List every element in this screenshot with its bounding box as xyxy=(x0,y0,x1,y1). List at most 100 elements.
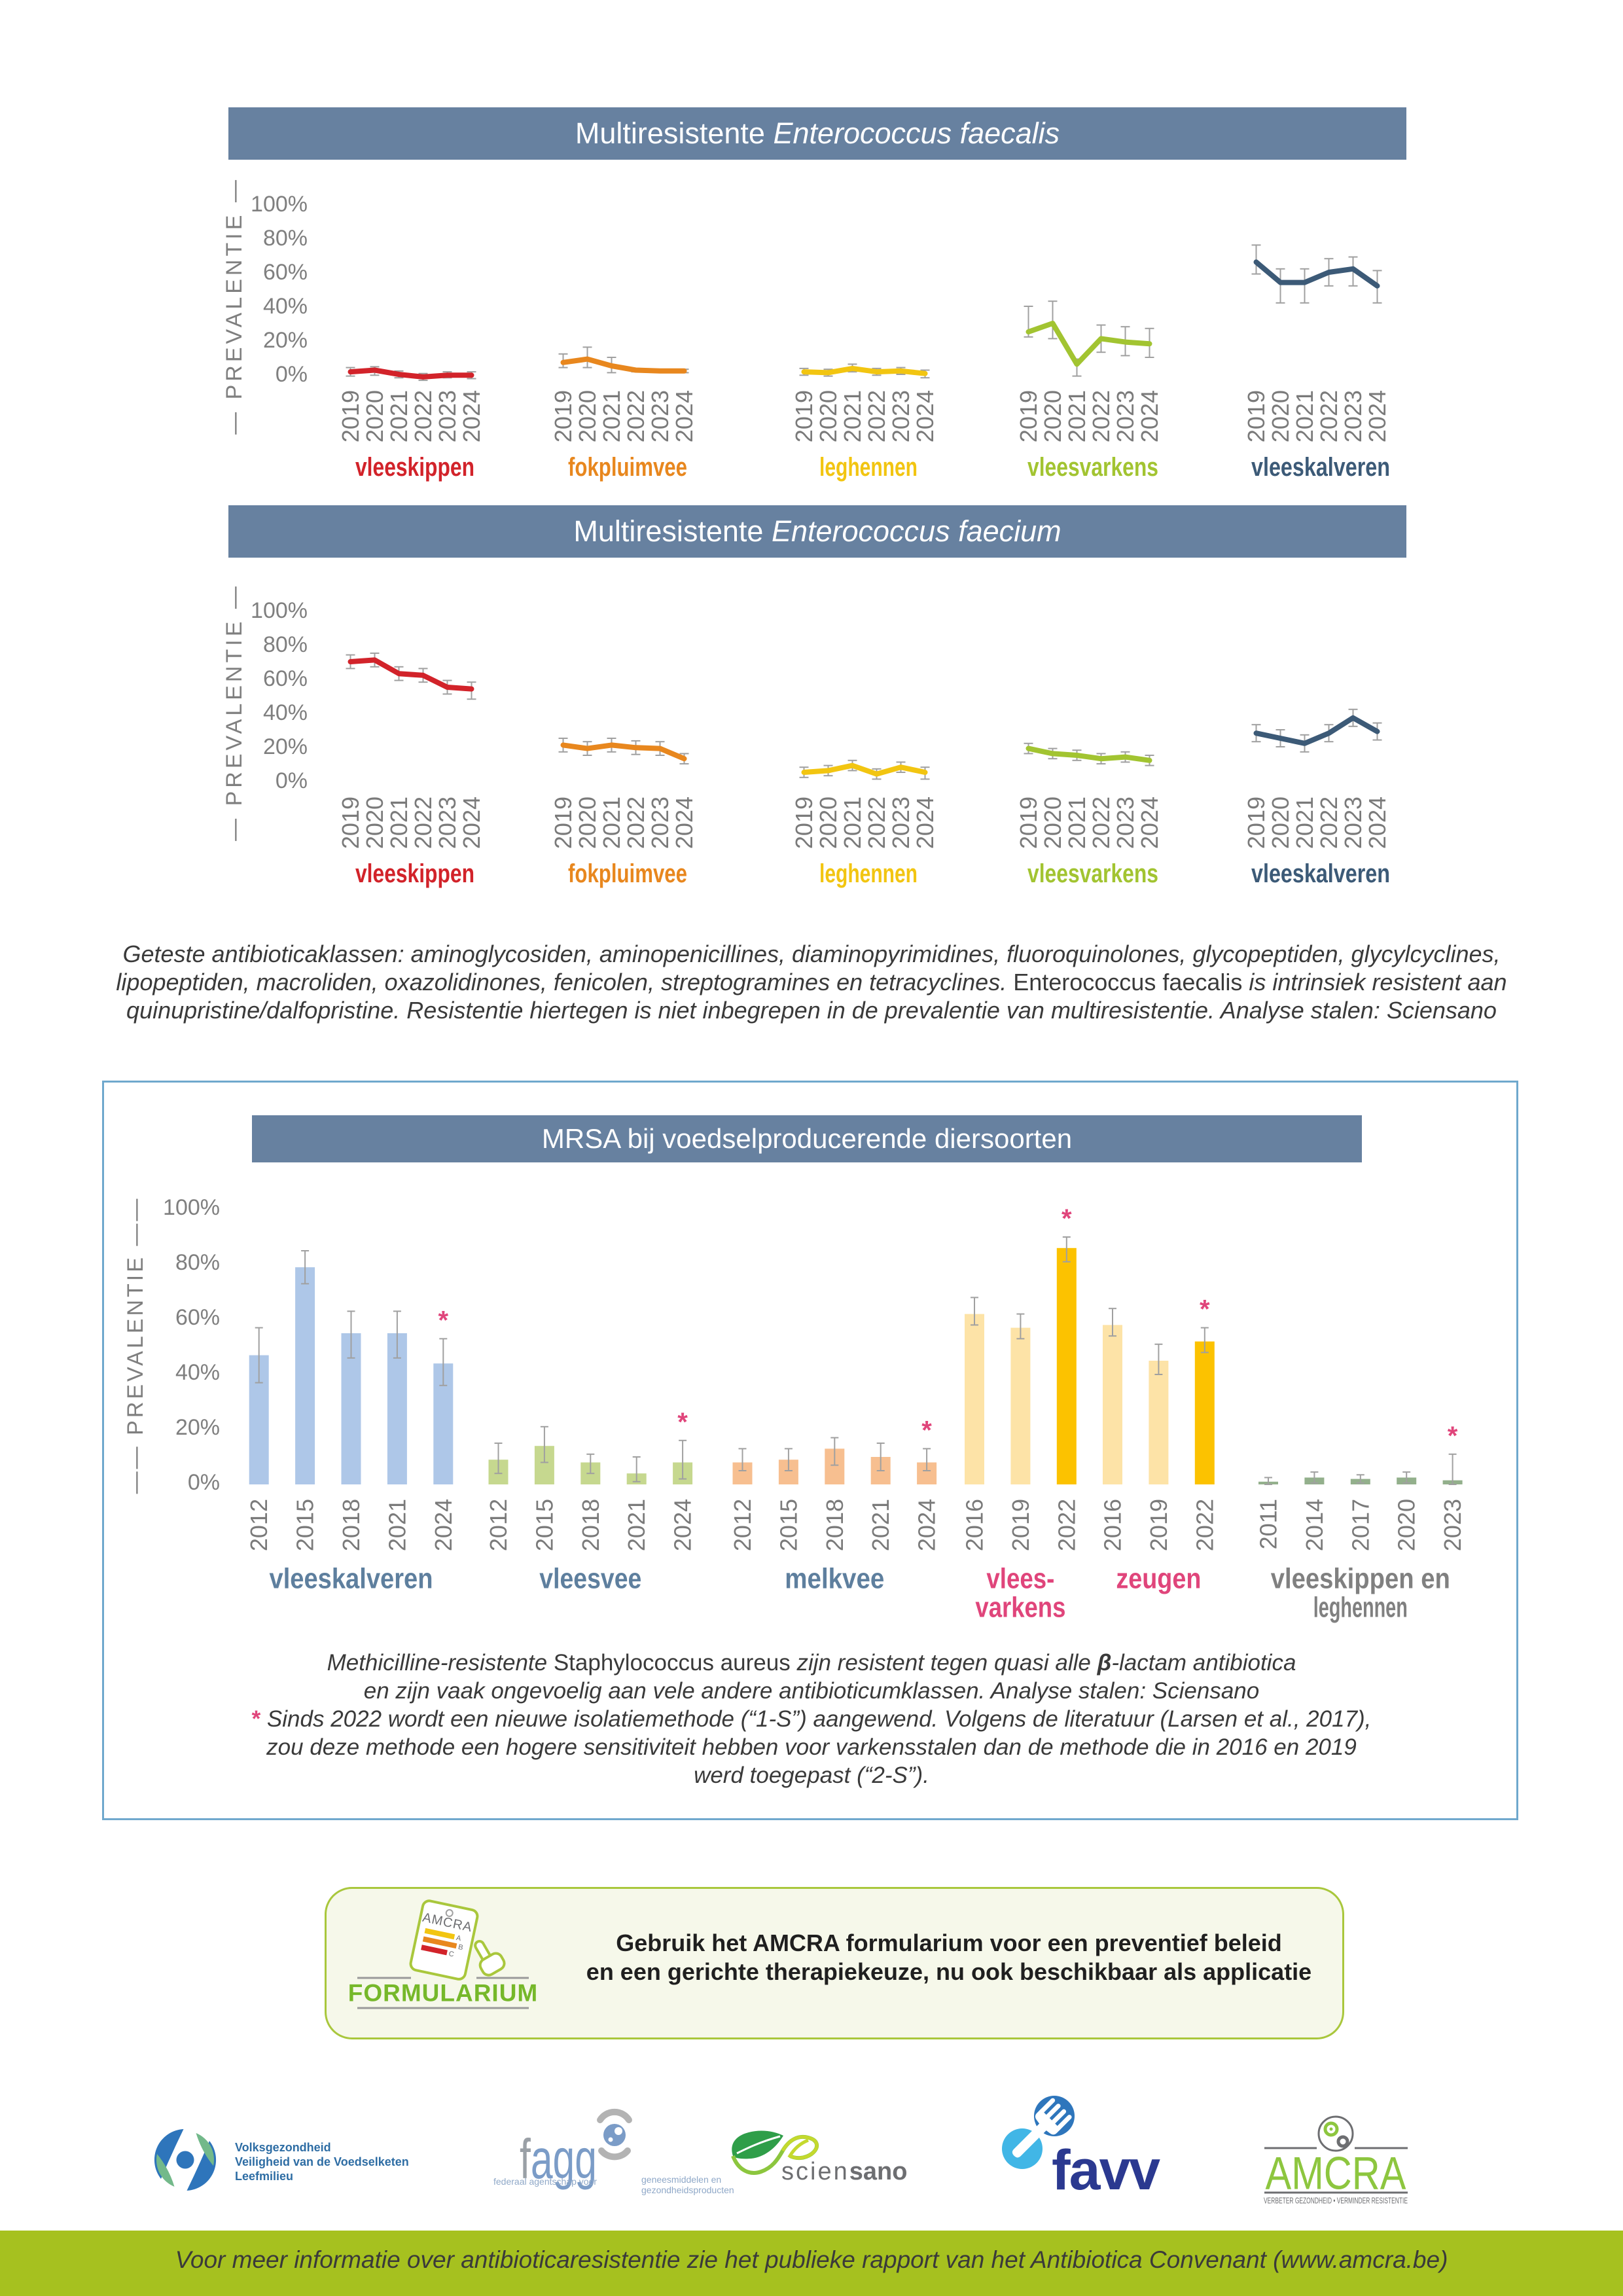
svg-text:VERBETER GEZONDHEID • VERMINDE: VERBETER GEZONDHEID • VERMINDER RESISTEN… xyxy=(1264,2196,1408,2206)
svg-text:Leefmilieu: Leefmilieu xyxy=(235,2170,293,2183)
svg-text:2020: 2020 xyxy=(1393,1499,1420,1551)
svg-text:vleeskalveren: vleeskalveren xyxy=(270,1563,433,1595)
svg-text:60%: 60% xyxy=(263,260,308,285)
svg-text:2022: 2022 xyxy=(1315,797,1342,849)
svg-text:2015: 2015 xyxy=(292,1499,319,1551)
svg-text:2021: 2021 xyxy=(1063,797,1090,849)
svg-text:2021: 2021 xyxy=(1291,797,1318,849)
svg-text:2021: 2021 xyxy=(385,390,412,442)
svg-text:2023: 2023 xyxy=(1439,1499,1466,1551)
svg-text:vleesvee: vleesvee xyxy=(539,1563,641,1595)
svg-text:2018: 2018 xyxy=(577,1499,604,1551)
svg-text:2020: 2020 xyxy=(574,797,601,849)
svg-text:2023: 2023 xyxy=(1112,797,1139,849)
svg-text:2019: 2019 xyxy=(550,390,577,442)
svg-text:2023: 2023 xyxy=(1340,390,1366,442)
svg-text:C: C xyxy=(448,1950,455,1958)
svg-text:2011: 2011 xyxy=(1255,1499,1282,1549)
svg-text:2021: 2021 xyxy=(598,390,625,442)
svg-text:*: * xyxy=(1448,1422,1458,1450)
svg-text:2020: 2020 xyxy=(574,390,601,442)
svg-text:2018: 2018 xyxy=(338,1499,365,1551)
svg-text:2021: 2021 xyxy=(1063,390,1090,442)
svg-text:2022: 2022 xyxy=(410,797,437,849)
svg-text:2023: 2023 xyxy=(1112,390,1139,442)
svg-text:100%: 100% xyxy=(251,598,308,623)
svg-text:melkvee: melkvee xyxy=(785,1563,884,1595)
svg-text:fokpluimvee: fokpluimvee xyxy=(568,859,687,888)
svg-text:2019: 2019 xyxy=(1015,797,1042,849)
svg-text:0%: 0% xyxy=(276,362,308,387)
svg-text:*: * xyxy=(677,1408,688,1437)
svg-text:*: * xyxy=(1061,1204,1072,1233)
svg-text:2016: 2016 xyxy=(961,1499,988,1551)
svg-text:Volksgezondheid: Volksgezondheid xyxy=(235,2141,331,2154)
svg-text:2021: 2021 xyxy=(867,1499,894,1551)
svg-text:2020: 2020 xyxy=(1267,797,1294,849)
svg-text:2022: 2022 xyxy=(410,390,437,442)
svg-text:60%: 60% xyxy=(175,1305,220,1330)
svg-text:2019: 2019 xyxy=(1145,1499,1172,1551)
svg-text:2019: 2019 xyxy=(1243,797,1270,849)
svg-text:2023: 2023 xyxy=(1340,797,1366,849)
svg-text:80%: 80% xyxy=(263,632,308,657)
svg-text:2021: 2021 xyxy=(839,390,866,442)
svg-text:2022: 2022 xyxy=(622,390,649,442)
svg-text:2021: 2021 xyxy=(839,797,866,849)
svg-text:2020: 2020 xyxy=(1039,390,1066,442)
svg-text:2020: 2020 xyxy=(361,390,388,442)
svg-text:geneesmiddelen en: geneesmiddelen en xyxy=(641,2174,721,2185)
svg-text:100%: 100% xyxy=(251,192,308,217)
svg-text:vleeskippen: vleeskippen xyxy=(355,859,474,888)
svg-text:B: B xyxy=(457,1943,464,1952)
svg-text:zeugen: zeugen xyxy=(1116,1563,1201,1595)
svg-text:2024: 2024 xyxy=(914,1499,940,1551)
svg-text:2019: 2019 xyxy=(1243,390,1270,442)
svg-text:100%: 100% xyxy=(163,1195,220,1220)
svg-text:2021: 2021 xyxy=(1291,390,1318,442)
svg-text:2021: 2021 xyxy=(383,1499,410,1551)
svg-text:40%: 40% xyxy=(263,294,308,319)
svg-text:2022: 2022 xyxy=(1191,1499,1218,1551)
svg-text:2015: 2015 xyxy=(775,1499,802,1551)
svg-text:2020: 2020 xyxy=(361,797,388,849)
svg-text:vleeskalveren: vleeskalveren xyxy=(1251,453,1390,482)
svg-text:fagg: fagg xyxy=(520,2128,597,2191)
svg-text:vleeskalveren: vleeskalveren xyxy=(1251,859,1390,888)
svg-text:2024: 2024 xyxy=(430,1499,457,1551)
svg-text:20%: 20% xyxy=(263,328,308,353)
svg-text:80%: 80% xyxy=(175,1250,220,1275)
svg-text:2020: 2020 xyxy=(1039,797,1066,849)
svg-text:sciensano: sciensano xyxy=(781,2158,907,2185)
svg-text:vlees-: vlees- xyxy=(986,1563,1054,1595)
svg-text:2022: 2022 xyxy=(1315,390,1342,442)
svg-text:2023: 2023 xyxy=(434,390,461,442)
svg-text:2014: 2014 xyxy=(1301,1499,1328,1551)
svg-text:2020: 2020 xyxy=(815,390,842,442)
svg-text:2012: 2012 xyxy=(245,1499,272,1551)
svg-text:2019: 2019 xyxy=(1007,1499,1034,1551)
svg-text:FORMULARIUM: FORMULARIUM xyxy=(348,1980,539,2007)
svg-text:2023: 2023 xyxy=(434,797,461,849)
svg-text:2019: 2019 xyxy=(1015,390,1042,442)
svg-text:*: * xyxy=(921,1416,932,1444)
svg-text:Veiligheid van de Voedselketen: Veiligheid van de Voedselketen xyxy=(235,2155,409,2168)
svg-text:—— PREVALENTIE ——: —— PREVALENTIE —— xyxy=(123,1196,148,1494)
svg-text:favv: favv xyxy=(1052,2139,1160,2202)
svg-text:leghennen: leghennen xyxy=(819,453,918,482)
svg-text:2021: 2021 xyxy=(385,797,412,849)
svg-text:2019: 2019 xyxy=(791,390,817,442)
svg-text:2022: 2022 xyxy=(622,797,649,849)
svg-text:2019: 2019 xyxy=(337,797,364,849)
svg-text:2024: 2024 xyxy=(671,390,698,442)
svg-text:federaal agentschap voor: federaal agentschap voor xyxy=(493,2176,597,2187)
svg-text:2020: 2020 xyxy=(1267,390,1294,442)
svg-text:2024: 2024 xyxy=(1136,390,1163,442)
svg-text:0%: 0% xyxy=(276,768,308,793)
svg-text:*: * xyxy=(438,1306,449,1335)
svg-text:2024: 2024 xyxy=(1364,390,1391,442)
svg-text:2012: 2012 xyxy=(485,1499,512,1551)
svg-text:2023: 2023 xyxy=(647,797,673,849)
svg-text:60%: 60% xyxy=(263,666,308,691)
svg-text:80%: 80% xyxy=(263,226,308,251)
